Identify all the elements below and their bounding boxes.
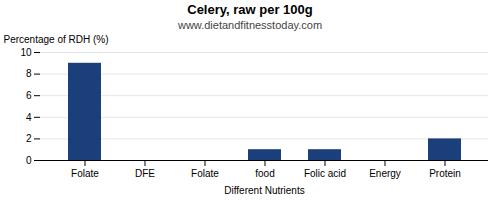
html-text:Celery, raw per 100g: Celery, raw per 100g bbox=[187, 2, 313, 17]
svg-text:DFE: DFE bbox=[135, 168, 155, 179]
svg-text:4: 4 bbox=[26, 112, 32, 123]
svg-text:Energy: Energy bbox=[369, 168, 401, 179]
svg-text:8: 8 bbox=[26, 68, 32, 79]
svg-text:0: 0 bbox=[26, 155, 32, 166]
svg-text:Different Nutrients: Different Nutrients bbox=[224, 185, 304, 196]
svg-text:Protein: Protein bbox=[429, 168, 461, 179]
html-text:www.dietandfitnesstoday.com: www.dietandfitnesstoday.com bbox=[178, 19, 322, 31]
svg-text:Folic acid: Folic acid bbox=[304, 168, 346, 179]
svg-text:Folate: Folate bbox=[71, 168, 99, 179]
svg-text:food: food bbox=[255, 168, 274, 179]
svg-text:Folate: Folate bbox=[191, 168, 219, 179]
svg-text:2: 2 bbox=[26, 133, 32, 144]
svg-text:6: 6 bbox=[26, 90, 32, 101]
svg-text:Percentage of RDH (%): Percentage of RDH (%) bbox=[4, 34, 109, 45]
svg-text:10: 10 bbox=[20, 47, 32, 58]
